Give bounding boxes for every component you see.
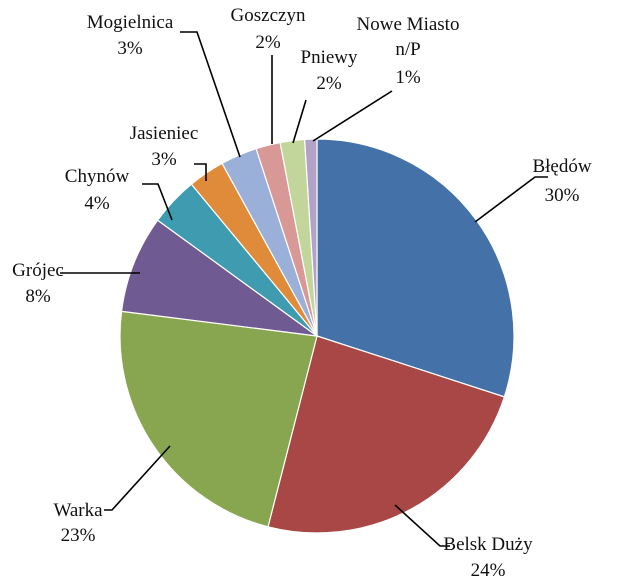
slice-labels: Błędów 30% Belsk Duży 24% Warka 23% Grójec 8% Ch… bbox=[12, 5, 592, 581]
slice-percent-4: 8% bbox=[25, 286, 51, 307]
pie-slice-3 bbox=[119, 310, 318, 528]
slice-label-10: n/P bbox=[395, 39, 420, 60]
slice-percent-3: 23% bbox=[61, 525, 96, 546]
pie-slice-2 bbox=[267, 335, 506, 534]
slice-percent-9: 2% bbox=[316, 73, 342, 94]
leader-line-6 bbox=[194, 163, 207, 181]
leader-line-9 bbox=[292, 99, 307, 144]
slice-label-1: Błędów bbox=[532, 156, 591, 177]
slice-percent-5: 4% bbox=[84, 193, 110, 214]
slice-percent-7: 3% bbox=[117, 38, 143, 59]
slice-percent-10: 1% bbox=[395, 67, 421, 88]
leader-lines bbox=[60, 31, 548, 547]
leader-line-2 bbox=[394, 504, 450, 547]
leader-line-7 bbox=[180, 31, 241, 158]
leader-line-10 bbox=[312, 90, 393, 142]
slice-label-2: Belsk Duży bbox=[443, 534, 533, 555]
slice-label-10: Nowe Miasto bbox=[357, 14, 460, 35]
slice-label-5: Chynów bbox=[65, 166, 130, 187]
slice-label-8: Goszczyn bbox=[231, 5, 306, 26]
slice-percent-6: 3% bbox=[151, 149, 177, 170]
leader-line-5 bbox=[142, 183, 173, 221]
slice-percent-1: 30% bbox=[545, 185, 580, 206]
slice-percent-2: 24% bbox=[471, 560, 506, 581]
slice-label-3: Warka bbox=[53, 500, 103, 521]
slice-label-6: Jasieniec bbox=[130, 123, 199, 144]
slice-label-7: Mogielnica bbox=[87, 12, 174, 33]
pie-slice-4 bbox=[120, 219, 318, 337]
pie-slices bbox=[119, 138, 515, 534]
leader-line-1 bbox=[474, 176, 548, 223]
slice-percent-8: 2% bbox=[255, 32, 281, 53]
slice-label-9: Pniewy bbox=[301, 47, 359, 68]
slice-label-4: Grójec bbox=[12, 260, 64, 281]
leader-line-3 bbox=[104, 445, 171, 511]
